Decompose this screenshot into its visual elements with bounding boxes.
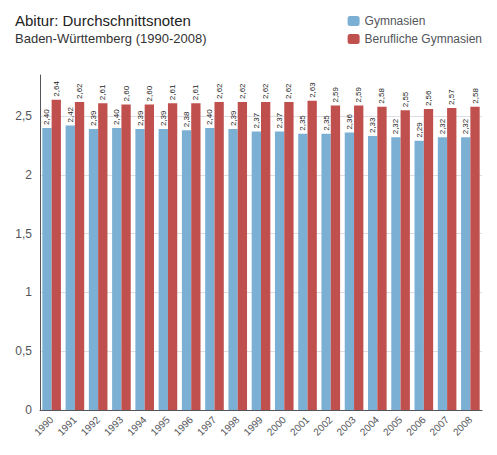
svg-text:2,62: 2,62 (284, 83, 293, 99)
svg-text:2,56: 2,56 (424, 90, 433, 106)
svg-text:2007: 2007 (428, 414, 452, 438)
svg-text:2000: 2000 (265, 414, 289, 438)
svg-text:2,37: 2,37 (252, 112, 261, 128)
svg-text:2,39: 2,39 (89, 110, 98, 126)
svg-text:0: 0 (25, 403, 32, 417)
svg-text:2,32: 2,32 (461, 118, 470, 134)
svg-text:2,59: 2,59 (354, 86, 363, 102)
svg-text:2,32: 2,32 (391, 118, 400, 134)
svg-text:2,39: 2,39 (229, 110, 238, 126)
svg-text:2,64: 2,64 (52, 81, 61, 97)
svg-text:2002: 2002 (311, 414, 335, 438)
svg-text:2,42: 2,42 (66, 106, 75, 122)
svg-text:2,5: 2,5 (15, 109, 32, 123)
svg-text:1993: 1993 (102, 414, 126, 438)
svg-text:2,36: 2,36 (345, 113, 354, 129)
svg-text:2,63: 2,63 (308, 82, 317, 98)
svg-text:2,35: 2,35 (298, 115, 307, 131)
svg-text:2,60: 2,60 (122, 85, 131, 101)
svg-text:2,61: 2,61 (98, 84, 107, 100)
svg-text:2,33: 2,33 (368, 117, 377, 133)
svg-text:Baden-Württemberg (1990-2008): Baden-Württemberg (1990-2008) (15, 31, 207, 46)
svg-text:1998: 1998 (218, 414, 242, 438)
svg-text:1991: 1991 (55, 414, 79, 438)
svg-text:Berufliche Gymnasien: Berufliche Gymnasien (365, 32, 482, 46)
svg-text:2,60: 2,60 (145, 85, 154, 101)
svg-text:2,29: 2,29 (415, 122, 424, 138)
svg-text:1: 1 (25, 285, 32, 299)
svg-text:2,62: 2,62 (215, 83, 224, 99)
svg-text:2,59: 2,59 (331, 86, 340, 102)
svg-text:1997: 1997 (195, 414, 219, 438)
svg-text:2,61: 2,61 (191, 84, 200, 100)
svg-text:2,38: 2,38 (182, 111, 191, 127)
svg-text:2,62: 2,62 (261, 83, 270, 99)
svg-text:2,58: 2,58 (377, 88, 386, 104)
svg-text:2003: 2003 (334, 414, 358, 438)
svg-text:1999: 1999 (241, 414, 265, 438)
svg-text:2004: 2004 (358, 414, 382, 438)
svg-text:1996: 1996 (172, 414, 196, 438)
svg-text:2005: 2005 (381, 414, 405, 438)
svg-text:2,39: 2,39 (136, 110, 145, 126)
svg-text:2,58: 2,58 (471, 88, 480, 104)
svg-text:2,37: 2,37 (275, 112, 284, 128)
svg-text:2,40: 2,40 (42, 109, 51, 125)
svg-text:2,35: 2,35 (322, 115, 331, 131)
svg-text:Gymnasien: Gymnasien (365, 14, 426, 28)
svg-text:2,62: 2,62 (238, 83, 247, 99)
svg-text:Abitur: Durchschnittsnoten: Abitur: Durchschnittsnoten (15, 12, 191, 29)
svg-text:2,62: 2,62 (75, 83, 84, 99)
svg-text:2,61: 2,61 (168, 84, 177, 100)
svg-text:2,57: 2,57 (447, 89, 456, 105)
svg-text:2001: 2001 (288, 414, 312, 438)
svg-text:2: 2 (25, 168, 32, 182)
svg-text:1,5: 1,5 (15, 227, 32, 241)
svg-text:2,39: 2,39 (159, 110, 168, 126)
svg-text:2,40: 2,40 (205, 109, 214, 125)
svg-text:2,55: 2,55 (401, 91, 410, 107)
svg-text:2,32: 2,32 (438, 118, 447, 134)
svg-text:1992: 1992 (79, 414, 103, 438)
svg-text:2006: 2006 (404, 414, 428, 438)
svg-text:1994: 1994 (125, 414, 149, 438)
svg-text:1995: 1995 (148, 414, 172, 438)
svg-text:2,40: 2,40 (112, 109, 121, 125)
svg-text:1990: 1990 (32, 414, 56, 438)
svg-text:2008: 2008 (451, 414, 475, 438)
svg-text:0,5: 0,5 (15, 344, 32, 358)
